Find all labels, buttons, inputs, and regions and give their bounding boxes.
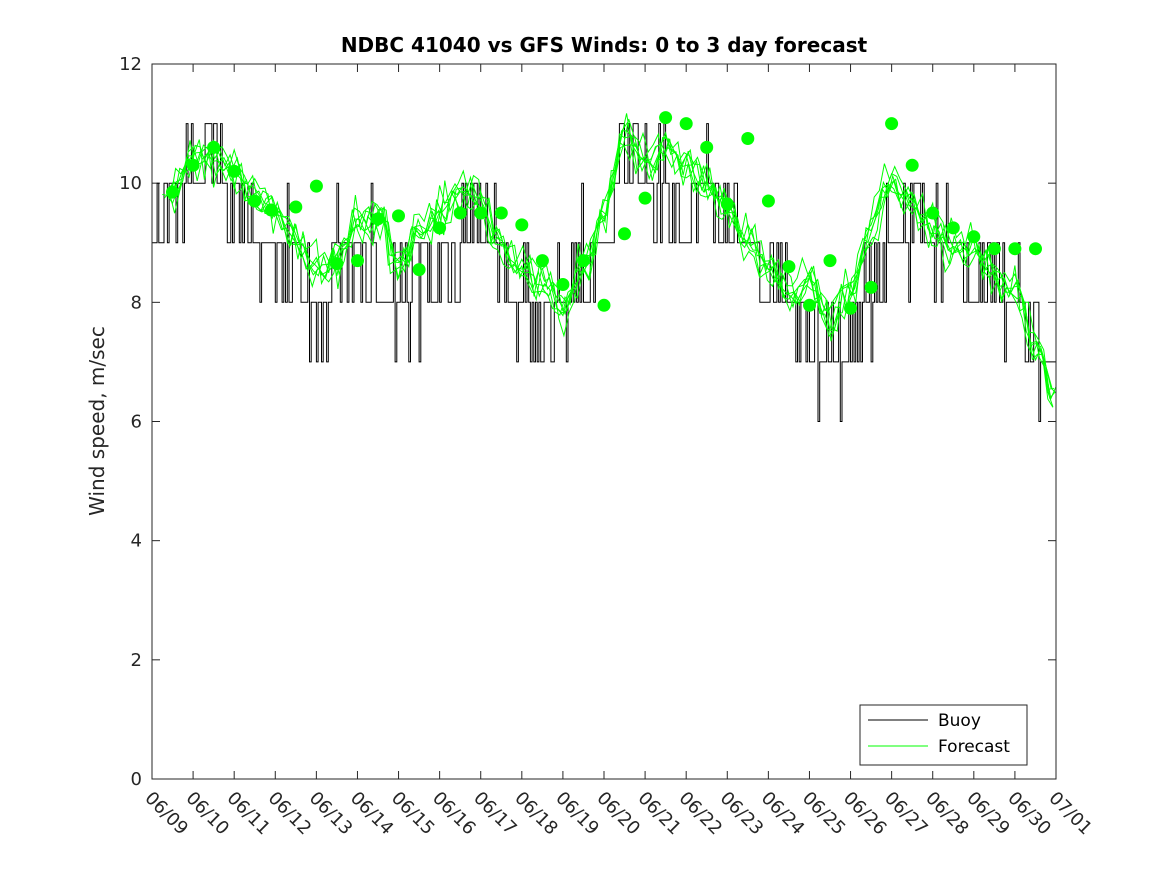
x-tick-label: 06/18 [510, 788, 562, 840]
forecast-marker [761, 194, 775, 208]
y-tick-label: 8 [131, 292, 142, 313]
x-tick-label: 06/15 [387, 788, 439, 840]
forecast-marker [453, 206, 467, 220]
forecast-marker [289, 200, 303, 214]
forecast-marker [330, 257, 344, 271]
forecast-marker [166, 185, 179, 199]
forecast-marker [577, 254, 590, 268]
x-tick-label: 06/30 [1003, 788, 1055, 840]
buoy-series [152, 123, 1056, 422]
forecast-marker [885, 117, 899, 131]
x-tick-label: 06/28 [921, 788, 973, 840]
forecast-line [174, 113, 1054, 407]
x-tick-label: 07/01 [1044, 788, 1096, 840]
forecast-marker [700, 140, 714, 154]
forecast-marker [412, 263, 426, 277]
legend-box [859, 704, 1028, 766]
forecast-marker [392, 209, 405, 223]
y-tick-label: 2 [131, 650, 142, 671]
buoy-line [152, 123, 1056, 422]
x-tick-label: 06/21 [634, 788, 686, 840]
x-tick-label: 06/24 [757, 788, 809, 840]
forecast-marker [782, 260, 796, 274]
x-tick-label: 06/09 [140, 788, 192, 840]
forecast-marker [227, 164, 241, 178]
x-tick-label: 06/16 [428, 788, 480, 840]
forecast-marker [1008, 242, 1022, 256]
forecast-marker [987, 242, 1001, 256]
forecast-marker [309, 179, 323, 193]
forecast-marker [207, 140, 221, 154]
y-tick-label: 6 [131, 412, 142, 433]
forecast-series [162, 113, 1057, 408]
forecast-marker [720, 197, 734, 211]
x-tick-label: 06/14 [346, 788, 398, 840]
forecast-marker [926, 206, 940, 220]
forecast-marker [351, 254, 364, 268]
forecast-marker [371, 212, 385, 226]
forecast-marker [823, 254, 837, 268]
forecast-marker [433, 221, 447, 235]
forecast-marker [967, 230, 981, 244]
x-tick-label: 06/27 [880, 788, 932, 840]
x-tick-label: 06/10 [182, 788, 234, 840]
x-tick-label: 06/22 [675, 788, 727, 840]
legend: Buoy Forecast [859, 704, 1028, 766]
x-tick-label: 06/13 [305, 788, 357, 840]
legend-buoy-label: Buoy [938, 711, 981, 731]
y-tick-label: 0 [131, 769, 142, 790]
forecast-marker [264, 203, 278, 217]
forecast-marker [803, 298, 816, 312]
forecast-marker [864, 280, 878, 294]
forecast-marker [741, 132, 755, 145]
forecast-marker [638, 191, 652, 205]
forecast-marker [474, 206, 488, 220]
plot-frame [151, 63, 1057, 780]
x-tick-label: 06/26 [839, 788, 891, 840]
chart-title: NDBC 41040 vs GFS Winds: 0 to 3 day fore… [341, 33, 868, 57]
forecast-marker [515, 218, 529, 232]
x-tick-label: 06/20 [592, 788, 644, 840]
forecast-marker [844, 301, 857, 315]
x-tick-label: 06/12 [264, 788, 316, 840]
forecast-marker [905, 158, 919, 172]
forecast-line [170, 121, 1054, 390]
forecast-marker [556, 278, 570, 291]
x-tick-label: 06/29 [962, 788, 1014, 840]
forecast-marker [659, 111, 673, 125]
x-tick-label: 06/11 [223, 788, 275, 840]
forecast-marker [186, 158, 200, 172]
y-tick-label: 4 [131, 531, 142, 552]
plot-area [152, 64, 1056, 779]
x-tick-label: 06/19 [551, 788, 603, 840]
y-tick-label: 12 [119, 54, 142, 75]
forecast-marker [946, 221, 960, 235]
y-tick-label: 10 [119, 173, 142, 194]
x-tick-label: 06/23 [716, 788, 768, 840]
forecast-marker [248, 194, 262, 208]
forecast-line [172, 133, 1057, 394]
forecast-marker [597, 298, 611, 312]
forecast-markers [166, 111, 1042, 315]
forecast-marker [618, 227, 631, 241]
forecast-marker [1029, 242, 1042, 256]
x-tick-label: 06/25 [798, 788, 850, 840]
x-tick-label: 06/17 [469, 788, 521, 840]
y-axis-label: Wind speed, m/sec [85, 326, 109, 516]
forecast-marker [535, 254, 549, 268]
forecast-marker [679, 117, 693, 131]
legend-forecast-label: Forecast [938, 737, 1010, 757]
forecast-marker [494, 206, 508, 220]
forecast-line [167, 139, 1053, 389]
